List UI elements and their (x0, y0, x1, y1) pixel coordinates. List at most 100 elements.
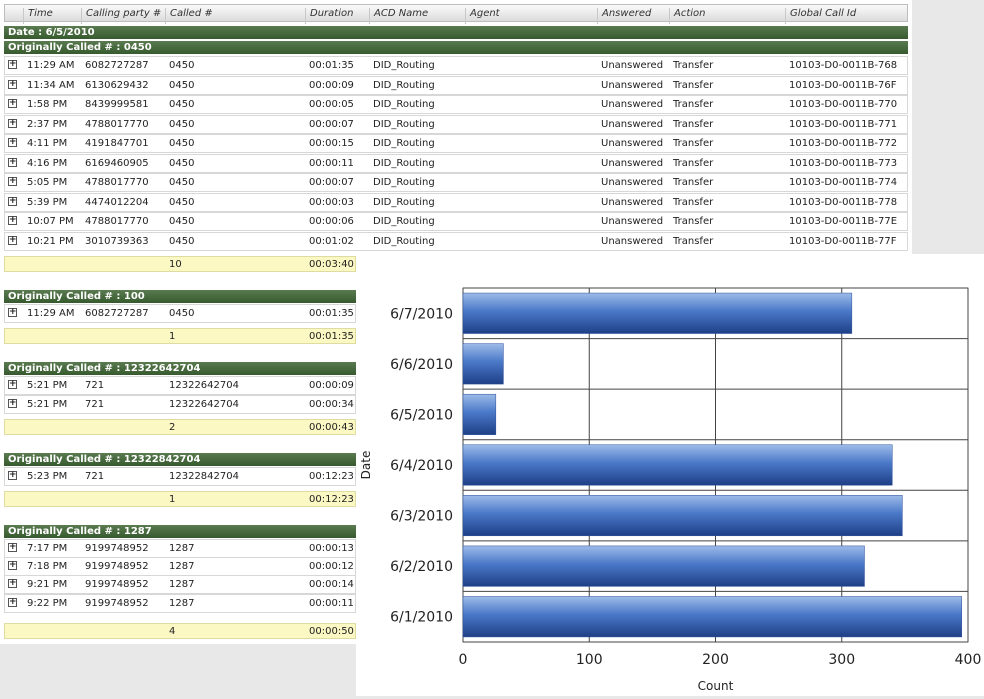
table-row[interactable]: +11:29 AM 6082727287 0450 00:01:35 (4, 304, 356, 323)
y-tick-label: 6/1/2010 (390, 610, 453, 626)
table-row[interactable]: +9:22 PM 9199748952 1287 00:00:11 (4, 594, 356, 613)
date-group-band: Date : 6/5/2010 (4, 26, 908, 39)
expand-row-icon[interactable]: + (8, 156, 17, 167)
table-row[interactable]: +2:37 PM 4788017770 0450 00:00:07 DID_Routin… (4, 114, 908, 134)
cell-id: 10103-D0-0011B-77F (789, 235, 897, 247)
column-header-calling-party[interactable]: Calling party # (81, 8, 161, 24)
cell-time: 2:37 PM (27, 118, 68, 130)
table-row[interactable]: +7:17 PM 9199748952 1287 00:00:13 (4, 539, 356, 558)
group-summary-row: 1 00:12:23 (4, 491, 356, 507)
table-row[interactable]: +5:39 PM 4474012204 0450 00:00:03 DID_Routin… (4, 192, 908, 212)
cell-duration: 00:00:03 (309, 196, 354, 208)
cell-duration: 00:00:11 (309, 157, 354, 169)
cell-calling: 9199748952 (85, 579, 149, 590)
column-header-time[interactable]: Time (23, 8, 53, 24)
expand-row-icon[interactable]: + (8, 560, 17, 570)
cell-calling: 721 (85, 380, 105, 391)
column-header-duration[interactable]: Duration (305, 8, 353, 24)
table-row[interactable]: +5:21 PM 721 12322642704 00:00:34 (4, 395, 356, 414)
expand-row-icon[interactable]: + (8, 234, 17, 245)
expand-row-icon[interactable]: + (8, 137, 17, 147)
cell-duration: 00:00:07 (309, 177, 354, 188)
expand-row-icon[interactable]: + (8, 215, 17, 225)
x-tick-label: 200 (702, 652, 729, 668)
column-header-agent[interactable]: Agent (465, 8, 500, 24)
originally-called-band: Originally Called # : 100 (4, 290, 356, 303)
cell-called: 0450 (169, 177, 195, 188)
cell-acd: DID_Routing (373, 177, 435, 188)
cell-answered: Unanswered (601, 177, 664, 188)
table-row[interactable]: +11:34 AM 6130629432 0450 00:00:09 DID_Routi… (4, 75, 908, 95)
column-header-acd-name[interactable]: ACD Name (369, 8, 428, 24)
expand-row-icon[interactable]: + (8, 470, 17, 480)
expand-row-icon[interactable]: + (8, 597, 17, 607)
expand-row-icon[interactable]: + (8, 176, 17, 186)
table-row[interactable]: +5:23 PM 721 12322842704 00:12:23 (4, 467, 356, 486)
cell-calling: 4788017770 (85, 177, 149, 188)
column-header-action[interactable]: Action (669, 8, 706, 24)
x-axis-title: Count (698, 679, 734, 693)
y-axis-title: Date (359, 451, 373, 480)
expand-row-icon[interactable]: + (8, 78, 17, 89)
y-tick-label: 6/5/2010 (390, 407, 453, 423)
expand-row-icon[interactable]: + (8, 542, 17, 552)
expand-row-icon[interactable]: + (8, 307, 17, 317)
table-row[interactable]: +5:05 PM 4788017770 0450 00:00:07 DID_Routin… (4, 173, 908, 192)
cell-acd: DID_Routing (373, 235, 435, 247)
expand-row-icon[interactable]: + (8, 578, 17, 588)
cell-id: 10103-D0-0011B-778 (789, 196, 898, 208)
column-header-global-call-id[interactable]: Global Call Id (785, 8, 856, 24)
table-row[interactable]: +11:29 AM 6082727287 0450 00:01:35 DID_Routi… (4, 56, 908, 75)
table-row[interactable]: +7:18 PM 9199748952 1287 00:00:12 (4, 557, 356, 576)
table-row[interactable]: +10:21 PM 3010739363 0450 00:01:02 DID_Routi… (4, 231, 908, 251)
cell-calling: 6082727287 (85, 60, 149, 71)
cell-id: 10103-D0-0011B-772 (789, 138, 898, 149)
column-header-called[interactable]: Called # (165, 8, 213, 24)
summary-duration: 00:03:40 (309, 259, 354, 270)
cell-calling: 9199748952 (85, 543, 149, 554)
bar-6-6-2010 (462, 343, 504, 385)
table-row[interactable]: +5:21 PM 721 12322642704 00:00:09 (4, 376, 356, 395)
expand-row-icon[interactable]: + (8, 398, 17, 408)
cell-calling: 4191847701 (85, 138, 149, 149)
expand-row-icon[interactable]: + (8, 195, 17, 206)
cell-called: 0450 (169, 235, 195, 247)
table-row[interactable]: +9:21 PM 9199748952 1287 00:00:14 (4, 575, 356, 594)
originally-called-band: Originally Called # : 1287 (4, 525, 356, 538)
table-row[interactable]: +4:11 PM 4191847701 0450 00:00:15 DID_Routin… (4, 134, 908, 153)
cell-called: 0450 (169, 308, 195, 319)
expand-row-icon[interactable]: + (8, 379, 17, 389)
expand-row-icon[interactable]: + (8, 98, 17, 108)
cell-calling: 6082727287 (85, 308, 149, 319)
cell-duration: 00:00:34 (309, 399, 354, 410)
originally-called-band: Originally Called # : 12322642704 (4, 362, 356, 375)
cell-id: 10103-D0-0011B-773 (789, 157, 898, 169)
cell-id: 10103-D0-0011B-771 (789, 118, 898, 130)
cell-action: Transfer (673, 216, 714, 227)
cell-action: Transfer (673, 177, 714, 188)
cell-answered: Unanswered (601, 196, 664, 208)
expand-row-icon[interactable]: + (8, 117, 17, 128)
cell-called: 1287 (169, 598, 195, 609)
cell-duration: 00:00:13 (309, 543, 354, 554)
cell-acd: DID_Routing (373, 60, 435, 71)
cell-duration: 00:01:35 (309, 308, 354, 319)
cell-acd: DID_Routing (373, 99, 435, 110)
cell-duration: 00:00:09 (309, 380, 354, 391)
column-header-answered[interactable]: Answered (597, 8, 651, 24)
cell-id: 10103-D0-0011B-76F (789, 79, 897, 91)
table-row[interactable]: +1:58 PM 8439999581 0450 00:00:05 DID_Routin… (4, 95, 908, 114)
originally-called-band: Originally Called # : 0450 (4, 41, 908, 54)
expand-row-icon[interactable]: + (8, 59, 17, 69)
cell-calling: 8439999581 (85, 99, 149, 110)
cell-acd: DID_Routing (373, 118, 435, 130)
cell-answered: Unanswered (601, 118, 664, 130)
calls-per-date-chart: 0 100 200 300 400 6/1/2010 6/2/2010 6/3/2010 6/4… (356, 254, 984, 696)
cell-answered: Unanswered (601, 216, 664, 227)
cell-calling: 721 (85, 399, 105, 410)
cell-called: 0450 (169, 138, 195, 149)
bar-6-5-2010 (462, 393, 497, 435)
cell-called: 0450 (169, 196, 195, 208)
table-row[interactable]: +10:07 PM 4788017770 0450 00:00:06 DID_Routi… (4, 212, 908, 231)
table-row[interactable]: +4:16 PM 6169460905 0450 00:00:11 DID_Routin… (4, 153, 908, 173)
